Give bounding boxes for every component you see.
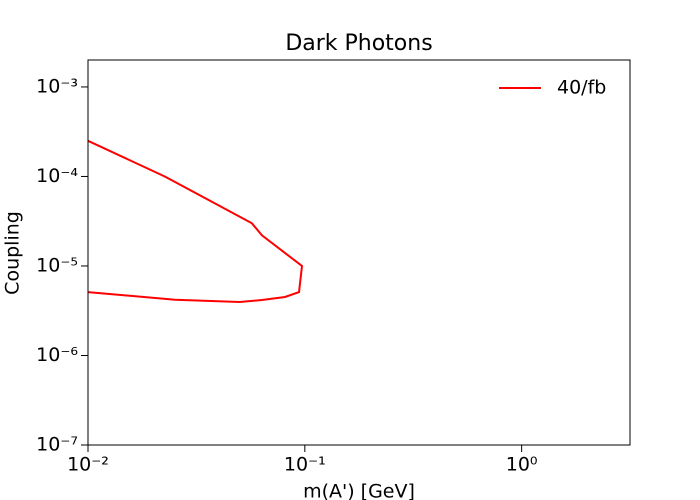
y-tick-label: 10⁻⁶ xyxy=(36,344,78,366)
chart-title: Dark Photons xyxy=(285,31,432,56)
plot-frame xyxy=(87,59,631,446)
data-line xyxy=(87,139,304,304)
x-tick-label: 10⁻¹ xyxy=(284,454,326,476)
y-tick-label: 10⁻³ xyxy=(36,75,78,97)
x-axis-label: m(A') [GeV] xyxy=(303,481,415,500)
legend-label: 40/fb xyxy=(557,77,606,99)
x-tick-label: 10⁰ xyxy=(506,454,538,476)
y-tick-label: 10⁻⁷ xyxy=(36,434,78,456)
y-axis-label: Coupling xyxy=(2,211,24,295)
x-tick-label: 10⁻² xyxy=(67,454,109,476)
y-tick-label: 10⁻⁴ xyxy=(36,165,78,187)
y-tick-label: 10⁻⁵ xyxy=(36,254,78,276)
